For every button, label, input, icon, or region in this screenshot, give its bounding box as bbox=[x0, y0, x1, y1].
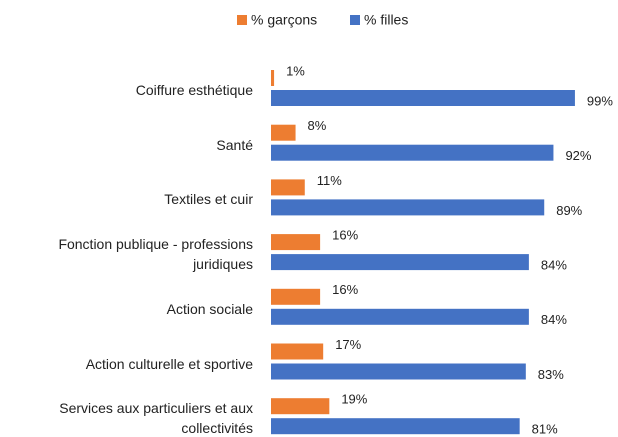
bar bbox=[271, 308, 529, 325]
data-label: 84% bbox=[541, 258, 567, 273]
category-label: Santé bbox=[216, 136, 253, 153]
category-label: Coiffure esthétique bbox=[135, 82, 253, 98]
data-label: 16% bbox=[332, 282, 358, 297]
data-label: 92% bbox=[565, 148, 591, 163]
bar bbox=[271, 363, 526, 380]
data-label: 81% bbox=[532, 422, 558, 437]
bar bbox=[271, 288, 321, 305]
legend-label: % filles bbox=[364, 12, 408, 28]
bar bbox=[271, 144, 554, 161]
category-label: Fonction publique - professions juridiqu… bbox=[58, 236, 253, 273]
data-label: 16% bbox=[332, 228, 358, 243]
bar bbox=[271, 199, 545, 216]
bar bbox=[271, 234, 321, 251]
data-label: 11% bbox=[317, 173, 342, 188]
data-label: 8% bbox=[308, 118, 327, 133]
data-label: 89% bbox=[556, 203, 582, 218]
data-label: 1% bbox=[286, 63, 305, 78]
bar bbox=[271, 70, 275, 86]
legend-swatch bbox=[237, 15, 247, 25]
category-label: Action sociale bbox=[166, 300, 253, 317]
bar bbox=[271, 398, 330, 415]
data-label: 99% bbox=[587, 93, 613, 108]
bar bbox=[271, 254, 529, 271]
data-label: 83% bbox=[538, 367, 564, 382]
bar bbox=[271, 90, 575, 106]
bar bbox=[271, 179, 305, 196]
data-label: 19% bbox=[341, 392, 367, 407]
bar bbox=[271, 124, 296, 141]
category-label: Textiles et cuir bbox=[164, 191, 253, 208]
bar bbox=[271, 418, 520, 435]
data-label: 17% bbox=[335, 337, 361, 352]
bar bbox=[271, 343, 324, 360]
category-label: Action culturelle et sportive bbox=[85, 355, 253, 372]
legend-swatch bbox=[350, 15, 360, 25]
data-label: 84% bbox=[541, 312, 567, 327]
legend-label: % garçons bbox=[251, 12, 317, 28]
category-label: Services aux particuliers et aux collect… bbox=[59, 400, 253, 437]
